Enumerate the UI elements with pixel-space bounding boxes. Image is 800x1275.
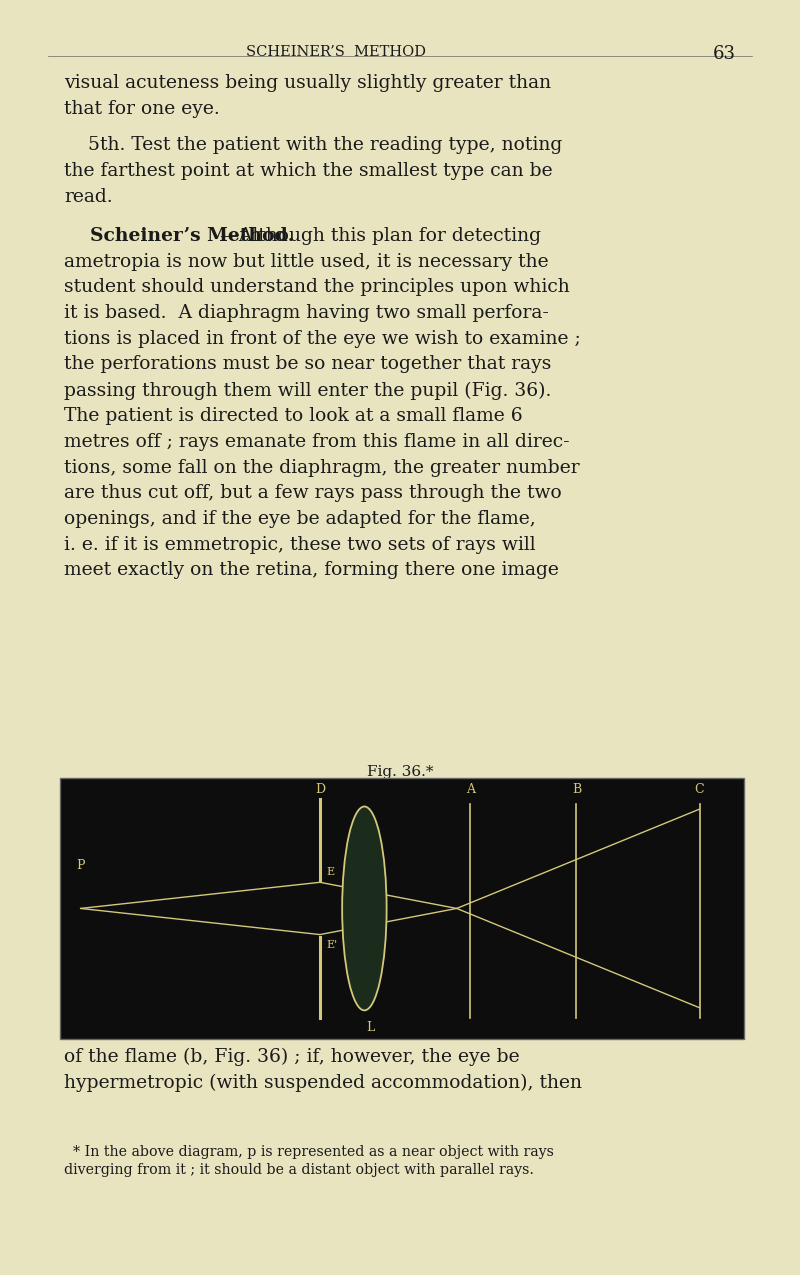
Bar [60,778,744,1039]
Text: E': E' [326,940,338,950]
Text: Fig. 36.*: Fig. 36.* [366,765,434,779]
Text: —Although this plan for detecting
ametropia is now but little used, it is necess: —Although this plan for detecting ametro… [64,227,581,579]
Text: 5th. Test the patient with the reading type, noting
the farthest point at which : 5th. Test the patient with the reading t… [64,136,562,205]
Text: A: A [466,783,475,796]
Text: L: L [366,1021,375,1034]
Text: Scheiner’s Method.: Scheiner’s Method. [64,227,294,245]
Text: C: C [694,783,704,796]
Text: visual acuteness being usually slightly greater than
that for one eye.: visual acuteness being usually slightly … [64,74,551,117]
Text: 63: 63 [713,45,736,62]
Text: P: P [76,859,85,872]
Text: E: E [326,867,334,877]
Ellipse shape [342,807,386,1010]
Text: SCHEINER’S  METHOD: SCHEINER’S METHOD [246,45,426,59]
Text: * In the above diagram, p is represented as a near object with rays
diverging fr: * In the above diagram, p is represented… [64,1145,554,1177]
Text: D: D [315,783,325,796]
Text: B: B [572,783,581,796]
Text: of the flame (b, Fig. 36) ; if, however, the eye be
hypermetropic (with suspende: of the flame (b, Fig. 36) ; if, however,… [64,1048,582,1093]
